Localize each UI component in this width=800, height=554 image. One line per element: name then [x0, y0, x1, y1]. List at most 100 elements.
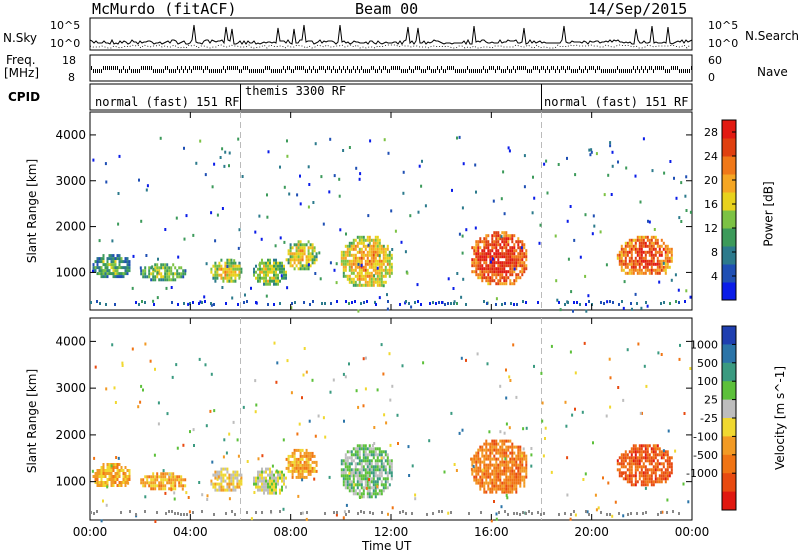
velocity-scatter-cell [550, 470, 553, 474]
power-echo-cell [491, 237, 494, 241]
velocity-echo-cell [154, 484, 157, 488]
velocity-echo-cell [646, 456, 649, 460]
velocity-scatter-cell [495, 512, 498, 516]
velocity-echo-cell [293, 466, 296, 470]
power-echo-cell [519, 270, 522, 274]
power-echo-cell [380, 268, 383, 272]
velocity-ground-cell [498, 511, 500, 514]
velocity-echo-cell [106, 472, 109, 475]
power-echo-cell [664, 250, 667, 254]
power-echo-cell [485, 243, 488, 247]
velocity-scatter-cell [114, 401, 117, 404]
velocity-echo-cell [483, 481, 486, 485]
power-echo-cell [638, 268, 641, 272]
velocity-echo-cell [382, 477, 385, 481]
velocity-echo-cell [228, 485, 231, 489]
velocity-echo-cell [626, 474, 629, 478]
velocity-echo-cell [232, 476, 235, 480]
velocity-echo-cell [648, 456, 651, 460]
power-echo-cell [475, 240, 478, 244]
power-ground-cell [603, 302, 605, 305]
velocity-echo-cell [273, 479, 275, 483]
power-echo-cell [309, 255, 312, 259]
velocity-echo-cell [370, 495, 373, 499]
power-echo-cell [491, 246, 494, 250]
velocity-echo-cell [479, 487, 482, 491]
velocity-echo-cell [384, 477, 387, 481]
velocity-echo-cell [152, 481, 155, 485]
power-echo-cell [108, 257, 111, 261]
power-echo-cell [662, 241, 665, 245]
power-echo-cell [497, 273, 500, 277]
power-echo-cell [295, 264, 298, 268]
velocity-echo-cell [644, 474, 647, 478]
velocity-echo-cell [644, 465, 647, 469]
freq-mark [435, 69, 436, 73]
freq-mark [375, 69, 376, 73]
velocity-echo-cell [495, 478, 498, 482]
cpid-segment-3: normal (fast) 151 RF [544, 95, 689, 109]
power-echo-cell [477, 273, 480, 277]
velocity-echo-cell [640, 453, 643, 457]
velocity-echo-cell [473, 454, 476, 458]
velocity-echo-cell [160, 481, 163, 485]
velocity-echo-cell [638, 444, 641, 448]
power-echo-cell [640, 253, 643, 257]
velocity-echo-cell [493, 484, 496, 488]
power-echo-cell [521, 258, 524, 262]
power-echo-cell [493, 264, 496, 268]
freq-mark [257, 69, 258, 73]
velocity-echo-cell [271, 485, 273, 489]
power-echo-cell [98, 257, 101, 261]
velocity-echo-cell [503, 478, 506, 482]
velocity-echo-cell [301, 472, 304, 476]
velocity-echo-cell [358, 477, 361, 481]
power-echo-cell [656, 250, 659, 254]
power-echo-cell [640, 256, 643, 260]
power-echo-cell [499, 255, 502, 259]
power-echo-cell [640, 250, 643, 254]
velocity-echo-cell [96, 478, 99, 481]
power-ground-cell [678, 301, 680, 304]
power-echo-cell [652, 235, 655, 239]
power-echo-cell [626, 253, 629, 257]
velocity-echo-cell [218, 485, 221, 489]
velocity-echo-cell [517, 463, 520, 467]
power-ground-cell [537, 301, 539, 304]
velocity-echo-cell [493, 481, 496, 485]
velocity-echo-cell [346, 456, 349, 460]
velocity-echo-cell [148, 484, 151, 488]
power-ground-cell [609, 300, 611, 303]
velocity-echo-cell [156, 472, 159, 476]
freq-mark [583, 69, 584, 73]
power-scatter-cell [156, 271, 159, 275]
velocity-ground-cell [642, 512, 644, 515]
velocity-scatter-cell [461, 428, 464, 432]
power-echo-cell [154, 269, 157, 273]
power-echo-cell [182, 269, 185, 273]
velocity-echo-cell [358, 459, 361, 463]
power-echo-cell [342, 265, 345, 269]
freq-mark [399, 66, 400, 70]
velocity-echo-cell [289, 460, 292, 464]
power-echo-cell [511, 249, 514, 253]
velocity-echo-cell [648, 459, 651, 463]
power-echo-cell [390, 265, 393, 269]
power-echo-cell [622, 247, 625, 251]
power-echo-cell [638, 262, 641, 266]
power-echo-cell [630, 247, 633, 251]
power-echo-cell [658, 247, 661, 251]
power-echo-cell [348, 277, 351, 281]
velocity-colorbar-tick-label: 500 [697, 357, 718, 370]
power-echo-cell [370, 250, 373, 254]
velocity-echo-cell [652, 465, 655, 469]
freq-mark [125, 69, 126, 73]
velocity-echo-cell [380, 465, 383, 469]
velocity-echo-cell [366, 462, 369, 466]
velocity-echo-cell [210, 479, 213, 483]
freq-mark [253, 69, 254, 73]
freq-mark [193, 66, 194, 70]
power-echo-cell [648, 271, 651, 275]
power-echo-cell [366, 259, 369, 263]
velocity-scatter-cell [232, 420, 235, 424]
